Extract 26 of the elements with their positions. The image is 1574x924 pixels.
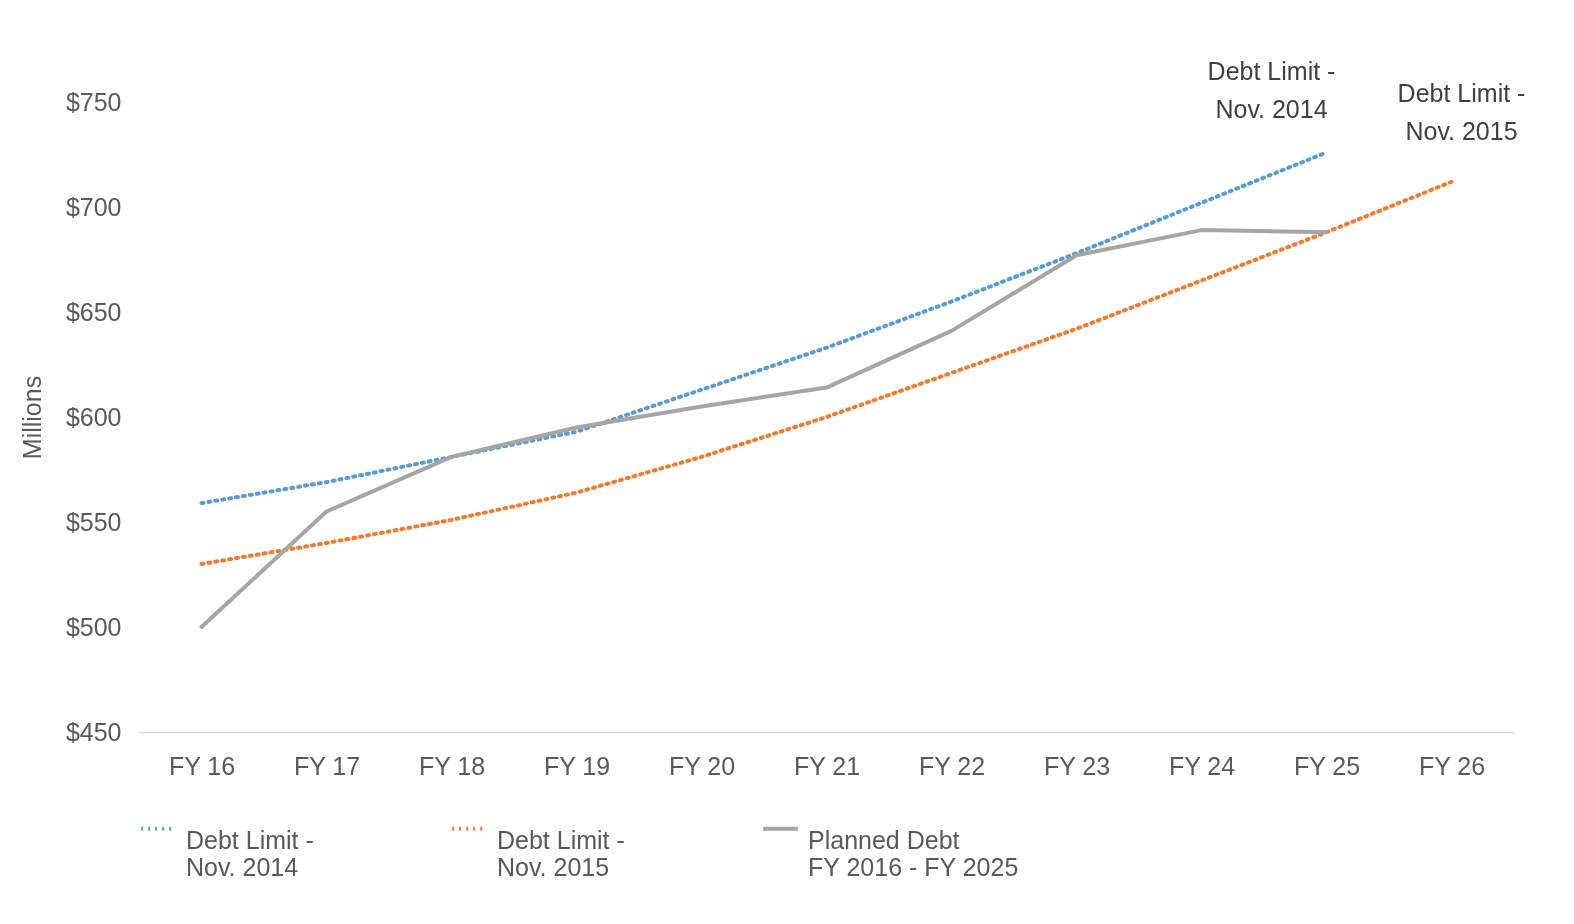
line-series bbox=[199, 179, 1454, 566]
x-tick-label: FY 24 bbox=[1168, 751, 1236, 780]
y-tick-label: $600 bbox=[65, 402, 122, 431]
y-tick-label: $550 bbox=[65, 507, 122, 536]
x-tick-label: FY 17 bbox=[293, 751, 361, 780]
legend-label: Planned Debt FY 2016 - FY 2025 bbox=[808, 825, 1019, 881]
x-tick-label: FY 21 bbox=[793, 751, 861, 780]
annotation: Debt Limit - Nov. 2014 bbox=[1207, 57, 1336, 124]
x-tick-label: FY 19 bbox=[543, 751, 611, 780]
x-tick-label: FY 25 bbox=[1293, 751, 1361, 780]
x-tick-label: FY 22 bbox=[918, 751, 986, 780]
y-tick-label: $650 bbox=[65, 297, 122, 326]
y-axis-title: Millions bbox=[17, 375, 46, 460]
y-tick-label: $750 bbox=[65, 87, 122, 116]
line-series bbox=[199, 228, 1329, 629]
y-tick-label: $450 bbox=[65, 717, 122, 746]
x-tick-label: FY 26 bbox=[1418, 751, 1486, 780]
legend-label: Debt Limit - Nov. 2015 bbox=[497, 825, 625, 881]
x-tick-label: FY 20 bbox=[668, 751, 736, 780]
legend-label: Debt Limit - Nov. 2014 bbox=[186, 825, 314, 881]
y-tick-label: $500 bbox=[65, 612, 122, 641]
x-tick-label: FY 18 bbox=[418, 751, 486, 780]
x-tick-label: FY 16 bbox=[168, 751, 236, 780]
x-tick-label: FY 23 bbox=[1043, 751, 1111, 780]
annotation: Debt Limit - Nov. 2015 bbox=[1397, 78, 1526, 145]
y-tick-label: $700 bbox=[65, 192, 122, 221]
